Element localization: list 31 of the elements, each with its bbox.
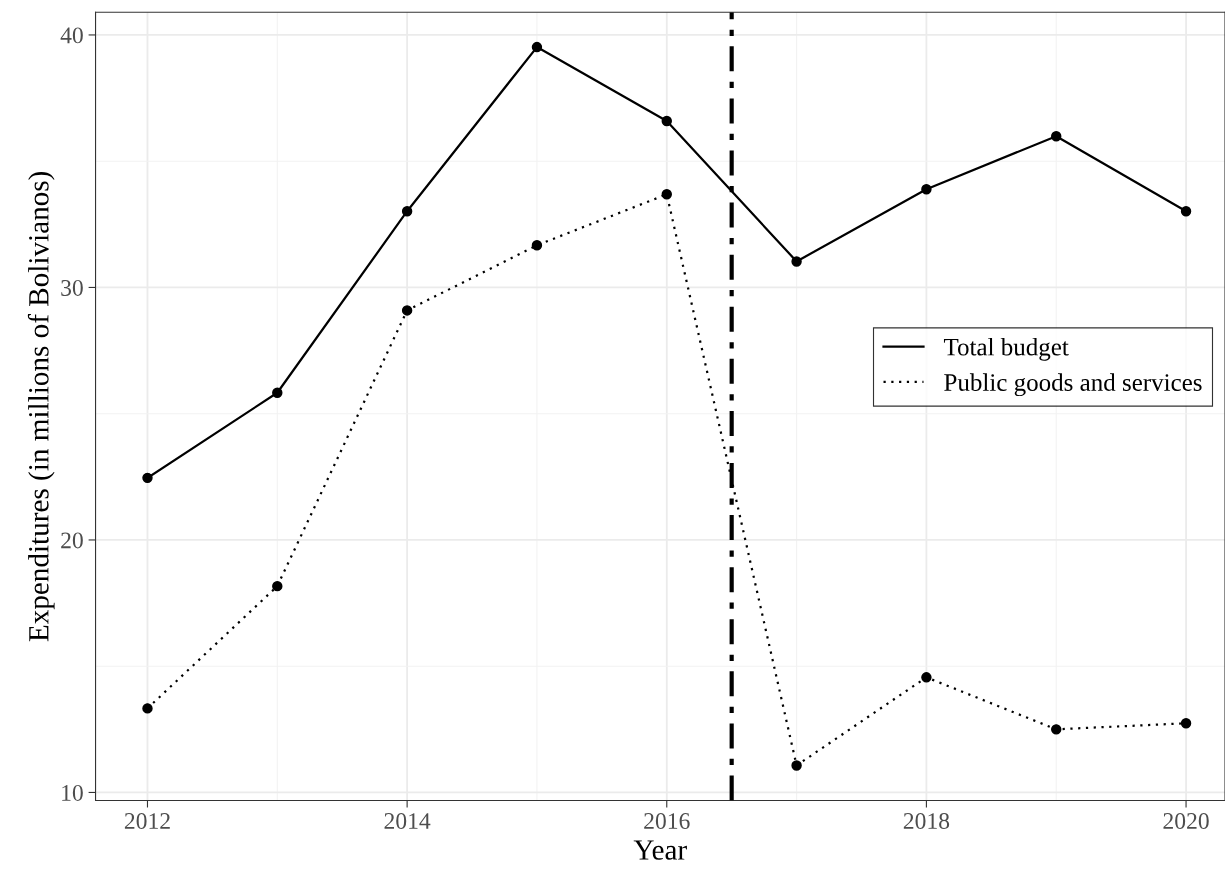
x-tick-label: 2014 bbox=[384, 813, 431, 829]
point bbox=[921, 672, 932, 683]
x-tick-label: 2016 bbox=[644, 813, 690, 829]
point bbox=[1180, 718, 1192, 729]
point bbox=[401, 305, 413, 316]
point bbox=[661, 189, 672, 200]
x-tick-label: 2018 bbox=[903, 813, 950, 829]
point bbox=[661, 115, 672, 127]
x-axis-title: Year bbox=[633, 840, 687, 860]
point bbox=[791, 256, 802, 267]
legend-label: Total budget bbox=[943, 337, 1069, 361]
point bbox=[1051, 130, 1062, 142]
point bbox=[142, 703, 153, 714]
point bbox=[272, 387, 283, 398]
y-tick-label: 30 bbox=[61, 279, 83, 296]
point bbox=[1180, 205, 1192, 217]
y-axis-title: Expenditures (in millions of Bolivianos) bbox=[27, 171, 55, 642]
y-tick-label: 20 bbox=[61, 532, 83, 549]
point bbox=[531, 41, 543, 53]
point bbox=[401, 205, 413, 217]
point bbox=[791, 760, 802, 771]
x-tick-label: 2020 bbox=[1163, 813, 1209, 829]
y-tick-label: 40 bbox=[60, 27, 83, 44]
point bbox=[921, 184, 932, 195]
point bbox=[1051, 724, 1062, 735]
x-tick-label: 2012 bbox=[124, 813, 170, 829]
legend-label: Public goods and services bbox=[944, 373, 1202, 397]
point bbox=[272, 580, 283, 592]
y-tick-label: 10 bbox=[62, 784, 83, 801]
point bbox=[142, 472, 153, 484]
point bbox=[531, 240, 543, 251]
